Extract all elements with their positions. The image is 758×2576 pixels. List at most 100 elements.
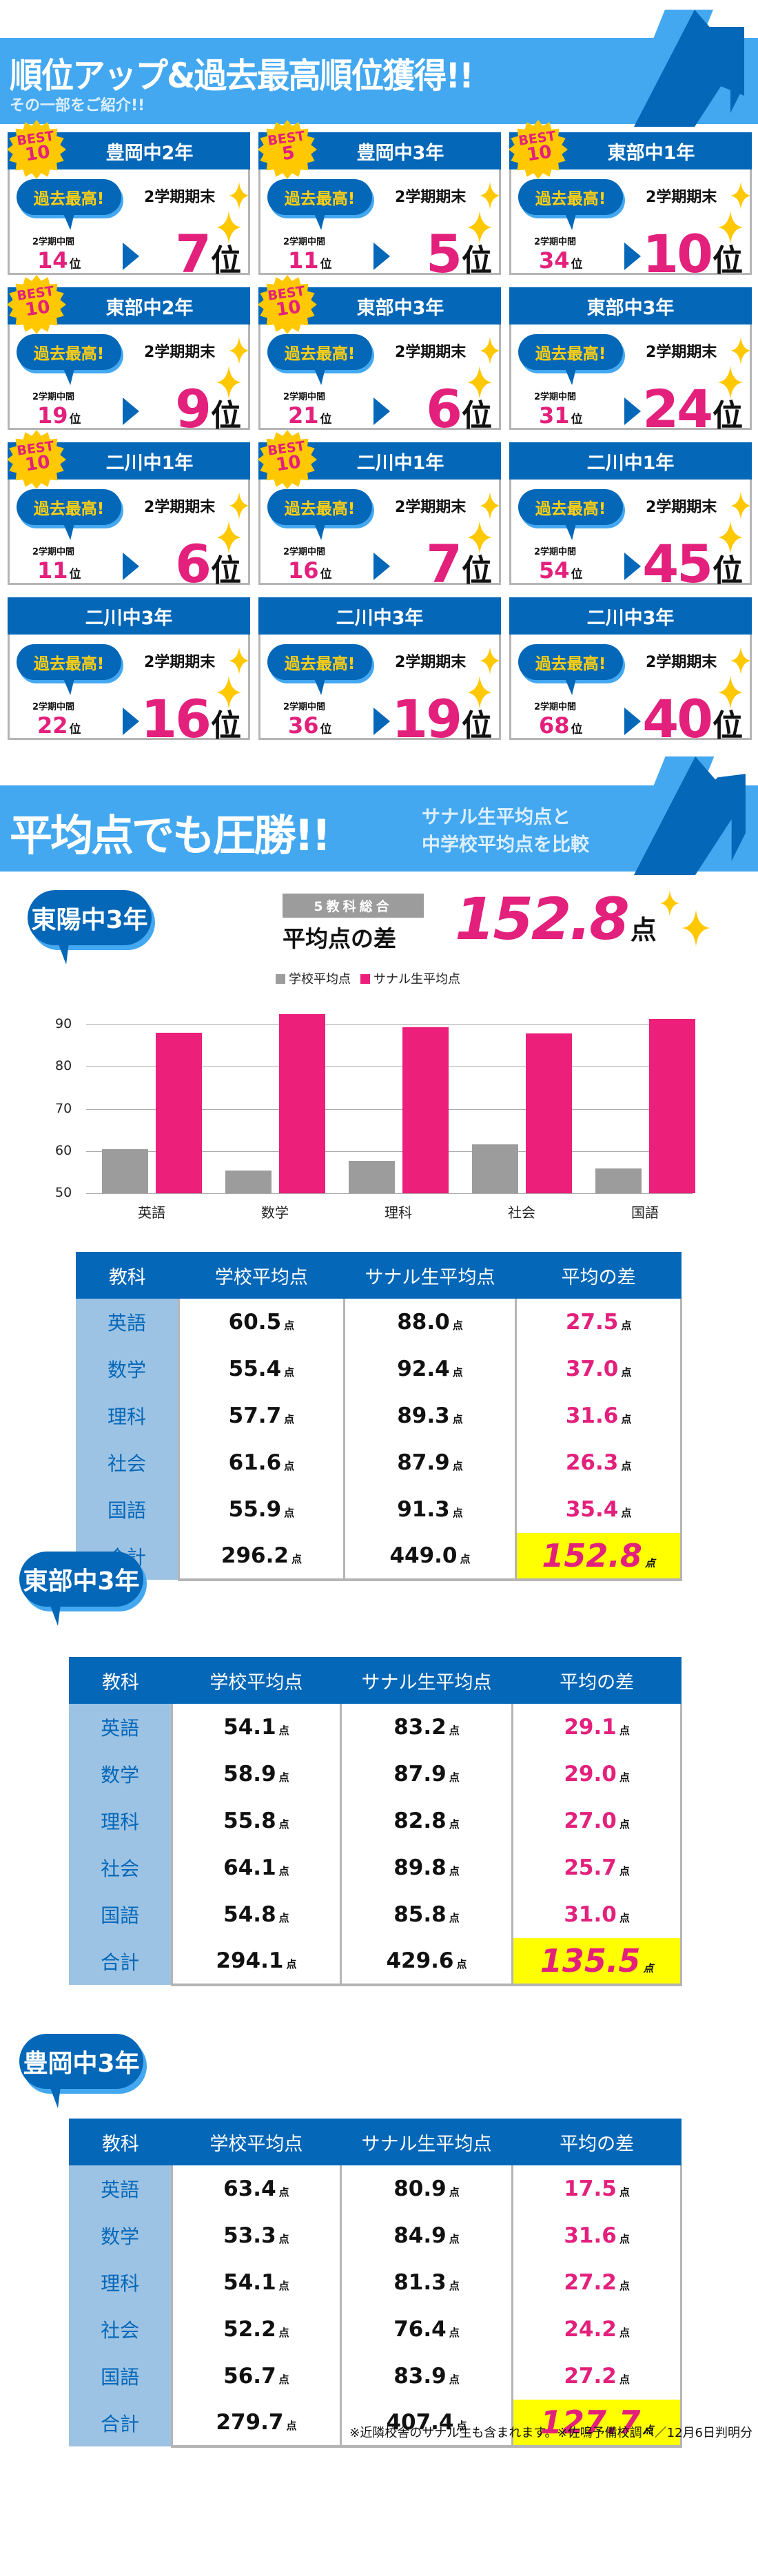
sanaru-avg-cell: 76.4 点 <box>339 2306 513 2353</box>
mid-term-label: 2学期中間 <box>534 237 577 247</box>
unit: 位 <box>320 413 332 426</box>
school-avg-cell: 56.7 点 <box>171 2353 341 2400</box>
starburst-icon <box>7 120 66 179</box>
bar-school <box>472 1144 518 1193</box>
final-term-label: 2学期期末 <box>646 499 717 516</box>
final-term-label: 2学期期末 <box>144 654 216 671</box>
y-tick-label: 90 <box>55 1016 72 1031</box>
starburst-icon <box>7 430 66 489</box>
final-rank: 19 <box>391 688 462 750</box>
rank-card-2: 東部中1年 BEST 10 過去最高! 2学期期末 2学期中間 34 位 10 位 <box>509 120 752 280</box>
mid-term-label: 2学期中間 <box>32 392 75 402</box>
mid-rank: 14 <box>37 247 68 274</box>
mid-rank: 22 <box>37 712 68 739</box>
bar-sanaru <box>402 1027 449 1193</box>
school-name-bubble: 東部中3年 <box>19 1552 143 1607</box>
difference-cell: 27.5 点 <box>515 1299 682 1346</box>
record-high-bubble: 過去最高! <box>267 644 372 680</box>
subject-cell: 数学 <box>69 2212 172 2259</box>
final-term-rank: 40 位 <box>642 693 743 745</box>
column-header: 学校平均点 <box>178 1252 345 1299</box>
difference-cell: 31.6 点 <box>511 2212 682 2259</box>
unit: 位 <box>69 723 81 736</box>
table-row: 数学 55.4 点 92.4 点 37.0 点 <box>76 1346 682 1392</box>
sparkle-icon <box>229 182 249 209</box>
sparkle-icon <box>229 337 249 364</box>
column-header: サナル生平均点 <box>344 1252 516 1299</box>
final-term-label: 2学期期末 <box>395 654 467 671</box>
x-tick-label: 社会 <box>508 1204 535 1221</box>
final-rank: 7 <box>175 223 212 285</box>
final-term-rank: 45 位 <box>642 538 743 590</box>
school: 豊岡中3年 <box>356 142 444 164</box>
highlight: 過去最高! <box>284 190 356 208</box>
table-row: 国語 55.9 点 91.3 点 35.4 点 <box>76 1486 682 1533</box>
difference-cell: 29.1 点 <box>511 1704 682 1751</box>
mid-term-label: 2学期中間 <box>534 547 577 557</box>
sanaru-avg-cell: 82.8 点 <box>339 1797 513 1844</box>
bar-chart: 50 60 70 80 90 英語 数学 理科 社会 国語 <box>21 993 724 1221</box>
school: 東部中3年 <box>586 297 675 319</box>
final-rank: 6 <box>426 378 462 440</box>
gridline <box>86 1193 693 1194</box>
sanaru-avg-cell: 84.9 点 <box>339 2212 513 2259</box>
mid-rank: 11 <box>37 557 68 584</box>
sparkle-icon <box>216 211 241 244</box>
sanaru-avg-cell: 88.0 点 <box>342 1299 516 1346</box>
difference-cell: 37.0 点 <box>515 1346 682 1392</box>
record-high-bubble: 過去最高! <box>17 179 121 215</box>
subject-cell: 英語 <box>69 1704 172 1751</box>
bar-school <box>102 1148 148 1193</box>
sparkle-icon <box>718 676 743 709</box>
column-header: 平均の差 <box>512 1657 682 1704</box>
final-rank: 24 <box>642 378 713 440</box>
highlight: 過去最高! <box>33 500 105 518</box>
sparkle-icon <box>718 521 743 554</box>
final-term-label: 2学期期末 <box>144 344 216 361</box>
school-name-bubble: 東陽中3年 <box>28 890 152 945</box>
difference-cell: 127.7 点 <box>511 2400 682 2448</box>
mid-term-label: 2学期中間 <box>32 237 75 247</box>
mid-term-rank: 11 位 <box>37 559 81 586</box>
sparkle-icon <box>730 647 751 674</box>
score-section-toyooka: 豊岡中3年 教科 学校平均点 サナル生平均点 平均の差 英語 63.4 点 80.9 点 17.5… <box>0 1992 758 2468</box>
starburst-icon <box>509 120 568 179</box>
school-avg-cell: 296.2 点 <box>178 1533 345 1581</box>
record-high-bubble: 過去最高! <box>518 334 623 370</box>
record-high-bubble: 過去最高! <box>267 334 372 370</box>
unit: 位 <box>462 243 492 278</box>
banner-subtitle: その一部をご紹介!! <box>10 97 145 114</box>
table-row: 国語 56.7 点 83.9 点 27.2 点 <box>69 2353 682 2400</box>
school-avg-cell: 54.1 点 <box>171 2259 341 2306</box>
up-right-arrow-icon <box>634 756 746 875</box>
table-row: 社会 61.6 点 87.9 点 26.3 点 <box>76 1439 682 1486</box>
school-avg-cell: 54.8 点 <box>171 1891 341 1938</box>
total-difference: 5教科総合 平均点の差 152.8 点 <box>283 885 657 954</box>
card-school-name: 二川中3年 <box>8 597 250 635</box>
school-avg-cell: 55.8 点 <box>171 1797 341 1844</box>
difference-cell: 35.4 点 <box>515 1486 682 1533</box>
sparkle-icon <box>480 337 500 364</box>
column-header: 教科 <box>76 1252 179 1299</box>
school: 二川中1年 <box>105 452 194 474</box>
sanaru-avg-cell: 449.0 点 <box>342 1533 516 1581</box>
school-avg-cell: 61.6 点 <box>178 1439 345 1486</box>
table-row: 社会 64.1 点 89.8 点 25.7 点 <box>69 1844 682 1891</box>
subject-cell: 数学 <box>69 1751 172 1797</box>
highlight: 過去最高! <box>535 345 606 363</box>
sanaru-avg-cell: 92.4 点 <box>342 1346 516 1392</box>
chart-legend: 学校平均点 サナル生平均点 <box>276 969 460 987</box>
bar-school <box>225 1170 272 1193</box>
table-row: 英語 60.5 点 88.0 点 27.5 点 <box>76 1299 682 1346</box>
mid-term-rank: 54 位 <box>539 559 583 586</box>
play-arrow-icon <box>373 553 390 580</box>
subject-cell: 英語 <box>69 2165 172 2212</box>
record-high-bubble: 過去最高! <box>17 644 121 680</box>
sparkle-icon <box>467 366 492 399</box>
play-arrow-icon <box>373 398 390 425</box>
sparkle-icon <box>216 366 241 399</box>
mid-term-rank: 36 位 <box>288 714 332 741</box>
